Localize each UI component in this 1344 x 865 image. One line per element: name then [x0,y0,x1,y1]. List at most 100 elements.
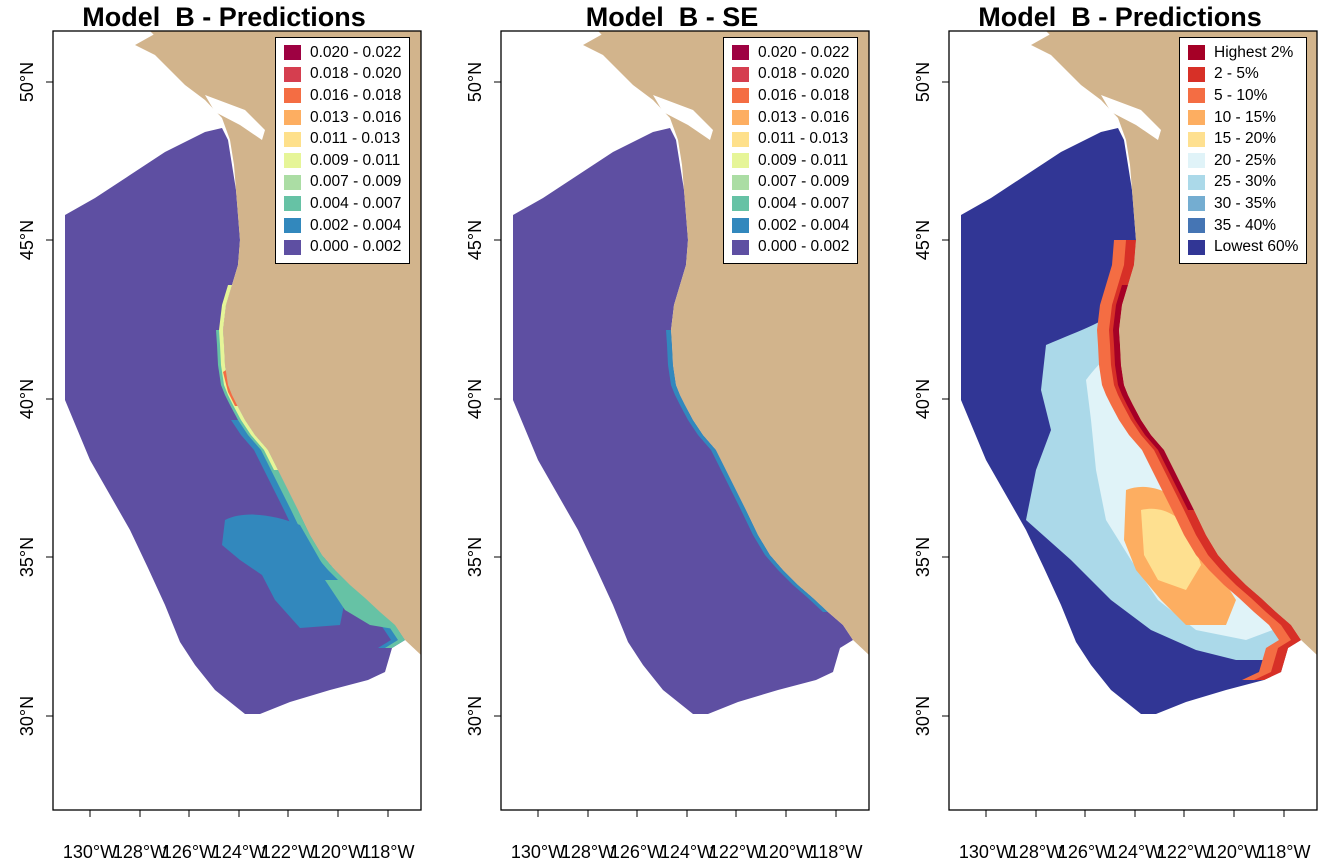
legend-label: 0.004 - 0.007 [310,194,402,212]
legend-swatch [732,239,749,255]
legend-item: 0.011 - 0.013 [284,128,401,150]
coastal-band [1097,240,1301,680]
legend-label: 0.009 - 0.011 [758,151,849,169]
x-tick-label: 126°W [162,842,216,862]
y-tick-label: 50°N [17,62,37,102]
x-tick-label: 124°W [1108,842,1162,862]
legend-item: 30 - 35% [1188,193,1298,215]
legend-label: 0.018 - 0.020 [758,65,850,83]
legend-swatch [284,110,301,126]
legend-item: 0.004 - 0.007 [732,193,849,215]
legend-label: 0.007 - 0.009 [758,173,850,191]
land-mass [598,31,648,48]
offshore-patch [325,580,400,630]
legend-label: 0.011 - 0.013 [310,130,401,148]
x-tick-label: 128°W [1009,842,1063,862]
legend-swatch [1188,174,1205,190]
legend-label: 0.016 - 0.018 [310,86,402,104]
legend-label: 0.020 - 0.022 [310,43,402,61]
legend-label: 0.007 - 0.009 [310,173,402,191]
legend-label: 10 - 15% [1214,108,1277,126]
legend-swatch [732,218,749,234]
y-tick-label: 45°N [465,220,485,260]
y-tick-label: 40°N [913,379,933,419]
y-tick-label: 35°N [17,537,37,577]
legend-item: 0.013 - 0.016 [284,107,401,129]
inland-water [205,95,265,140]
inland-water [1101,95,1161,140]
legend-swatch [1188,66,1205,82]
legend-item: 10 - 15% [1188,107,1298,129]
legend-label: 0.013 - 0.016 [310,108,402,126]
legend-item: 2 - 5% [1188,64,1298,86]
legend-item: 0.020 - 0.022 [732,42,849,64]
legend-label: Highest 2% [1214,43,1294,61]
y-tick-label: 45°N [913,220,933,260]
legend-item: 0.011 - 0.013 [732,128,849,150]
map-plot: 50°N 45°N 40°N 35°N 30°N 130°W128°W126°W124°W… [465,30,870,862]
x-tick-label: 122°W [261,842,315,862]
legend-swatch [284,218,301,234]
legend-item: 0.007 - 0.009 [732,172,849,194]
legend-item: 0.013 - 0.016 [732,107,849,129]
legend-swatch [1188,131,1205,147]
offshore-patch [222,514,345,628]
legend-label: 2 - 5% [1214,65,1259,83]
legend-swatch [732,110,749,126]
x-tick-label: 130°W [959,842,1013,862]
land-mass [150,31,200,48]
legend-swatch [732,153,749,169]
y-tick-label: 30°N [913,696,933,736]
y-tick-label: 45°N [17,220,37,260]
legend-item: Highest 2% [1188,42,1298,64]
y-tick-label: 50°N [465,62,485,102]
coastal-band [1113,285,1194,510]
x-tick-label: 120°W [1207,842,1261,862]
legend-label: 25 - 30% [1214,173,1277,191]
legend-item: 0.000 - 0.002 [284,236,401,258]
legend-label: 0.004 - 0.007 [758,194,850,212]
y-tick-label: 30°N [17,696,37,736]
legend-swatch [732,174,749,190]
y-tick-label: 40°N [465,379,485,419]
y-tick-label: 35°N [465,537,485,577]
legend-swatch [732,45,749,61]
legend-item: 20 - 25% [1188,150,1298,172]
x-tick-label: 122°W [1157,842,1211,862]
coastal-band [1109,240,1301,680]
legend-swatch [1188,218,1205,234]
legend-label: 0.016 - 0.018 [758,86,850,104]
plot-frame [500,30,870,811]
y-tick-label: 50°N [913,62,933,102]
legend-label: 0.002 - 0.004 [310,216,402,234]
legend-swatch [732,196,749,212]
legend-label: 0.000 - 0.002 [758,238,850,256]
x-tick-label: 128°W [561,842,615,862]
legend-label: 0.011 - 0.013 [758,130,849,148]
y-tick-label: 35°N [913,537,933,577]
y-tick-label: 30°N [465,696,485,736]
legend-swatch [284,153,301,169]
legend-item: 0.000 - 0.002 [732,236,849,258]
legend-label: 0.009 - 0.011 [310,151,401,169]
legend-item: Lowest 60% [1188,236,1298,258]
panel-title: Model B - Predictions [978,2,1262,32]
legend-swatch [1188,45,1205,61]
x-tick-label: 118°W [362,842,415,862]
legend-item: 0.007 - 0.009 [284,172,401,194]
legend-item: 0.009 - 0.011 [284,150,401,172]
legend-item: 15 - 20% [1188,128,1298,150]
legend-swatch [1188,153,1205,169]
legend-item: 35 - 40% [1188,215,1298,237]
legend-item: 0.002 - 0.004 [732,215,849,237]
legend-label: 0.020 - 0.022 [758,43,850,61]
legend-swatch [1188,88,1205,104]
legend-item: 0.018 - 0.020 [284,64,401,86]
x-tick-label: 126°W [1058,842,1112,862]
prediction-grid [513,128,853,714]
plot-frame [948,30,1318,811]
legend-item: 0.004 - 0.007 [284,193,401,215]
map-panel-percentile: 50°N 45°N 40°N 35°N 30°N 130°W 128°W 126°W 124°W… [896,0,1344,865]
x-tick-label: 126°W [610,842,664,862]
legend-swatch [284,239,301,255]
